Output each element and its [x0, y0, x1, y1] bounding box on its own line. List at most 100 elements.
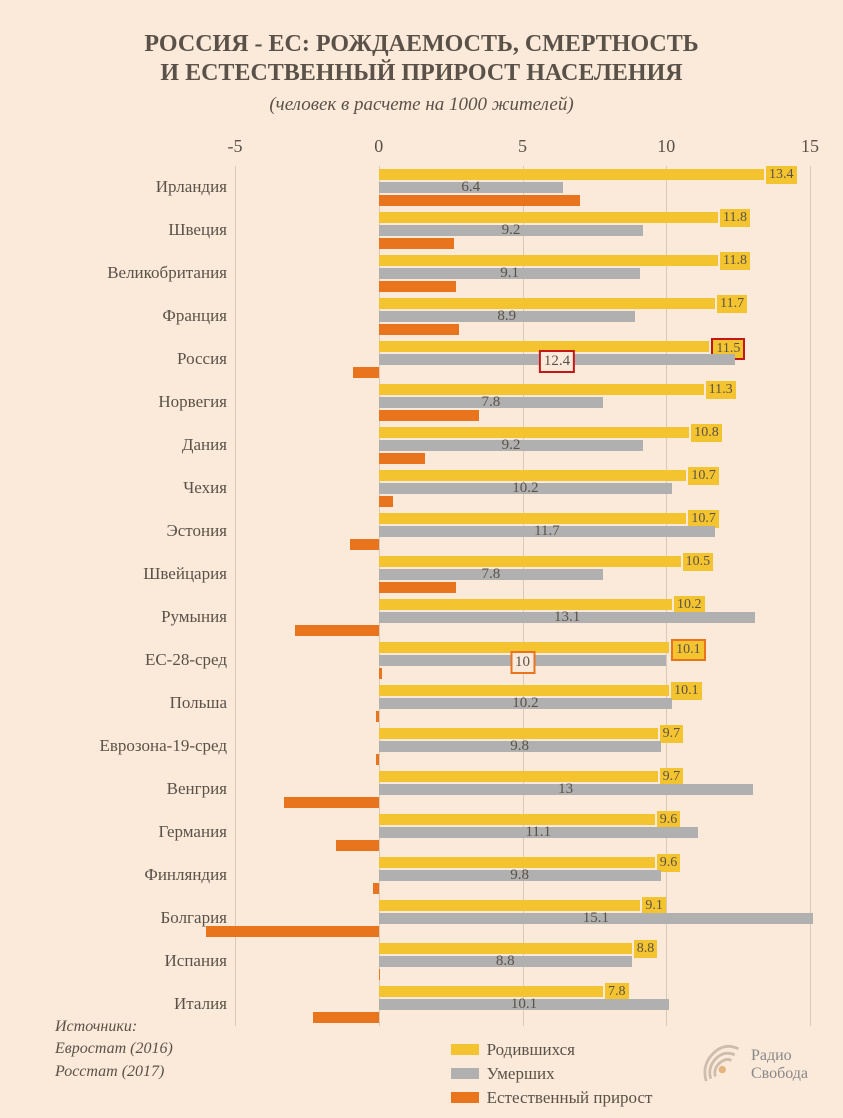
- legend-item: Естественный прирост: [451, 1088, 808, 1108]
- chart-row: Франция 11.7 8.9: [35, 295, 808, 338]
- chart-row: Швейцария 10.5 7.8: [35, 553, 808, 596]
- legend-swatch: [451, 1068, 479, 1079]
- bars-cell: 11.89.2: [235, 209, 808, 252]
- category-label: Испания: [35, 940, 235, 983]
- bars-cell: 7.810.1: [235, 983, 808, 1026]
- chart-row: Румыния10.213.1: [35, 596, 808, 639]
- bar-natural: [379, 453, 425, 464]
- category-label: Дания: [35, 424, 235, 467]
- bar-label-births: 11.3: [706, 381, 736, 399]
- bars-cell: 9.79.8: [235, 725, 808, 768]
- legend-label: Родившихся: [487, 1040, 575, 1060]
- legend-label: Естественный прирост: [487, 1088, 653, 1108]
- chart-row: Великобритания11.89.1: [35, 252, 808, 295]
- bar-label-deaths: 8.9: [494, 307, 519, 327]
- bar-label-deaths: 9.8: [507, 866, 532, 886]
- bars-cell: 9.115.1: [235, 897, 808, 940]
- bar-natural: [379, 410, 480, 421]
- title-line-1: РОССИЯ - ЕС: РОЖДАЕМОСТЬ, СМЕРТНОСТЬ: [35, 30, 808, 59]
- chart-row: Польша10.110.2: [35, 682, 808, 725]
- bar-natural: [379, 969, 380, 980]
- x-tick-label: -5: [228, 136, 243, 157]
- bar-natural: [373, 883, 379, 894]
- chart-row: Болгария9.115.1: [35, 897, 808, 940]
- chart-rows: Ирландия13.46.4Швеция11.89.2Великобритан…: [35, 166, 808, 1026]
- bar-natural: [379, 496, 393, 507]
- bars-cell: 11.512.4: [235, 338, 808, 381]
- legend-swatch: [451, 1044, 479, 1055]
- chart-row: Еврозона-19-сред9.79.8: [35, 725, 808, 768]
- attribution-line-2: Свобода: [751, 1065, 808, 1083]
- bar-births: [379, 298, 715, 309]
- category-label: Финляндия: [35, 854, 235, 897]
- category-label: Норвегия: [35, 381, 235, 424]
- bar-natural: [379, 195, 580, 206]
- bar-label-births: 10.5: [683, 553, 714, 571]
- x-axis: -5051015: [235, 136, 810, 166]
- sources-line-1: Евростат (2016): [55, 1038, 173, 1060]
- category-label: Ирландия: [35, 166, 235, 209]
- bar-births: [379, 384, 704, 395]
- bar-label-deaths: 10: [510, 651, 535, 675]
- chart-row: Дания10.89.2: [35, 424, 808, 467]
- bars-cell: 10.5 7.8: [235, 553, 808, 596]
- chart-row: Чехия10.710.2: [35, 467, 808, 510]
- category-label: Германия: [35, 811, 235, 854]
- chart-subtitle: (человек в расчете на 1000 жителей): [35, 94, 808, 116]
- category-label: Франция: [35, 295, 235, 338]
- bar-births: [379, 169, 764, 180]
- bar-natural: [379, 324, 460, 335]
- bar-births: [379, 599, 672, 610]
- bar-label-births: 10.8: [691, 424, 722, 442]
- bar-label-deaths: 11.7: [531, 522, 563, 542]
- bar-label-births: 10.1: [671, 682, 702, 700]
- chart-row: Россия11.512.4: [35, 338, 808, 381]
- bars-cell: 13.46.4: [235, 166, 808, 209]
- bars-cell: 10.711.7: [235, 510, 808, 553]
- category-label: Великобритания: [35, 252, 235, 295]
- bar-label-deaths: 9.2: [499, 221, 524, 241]
- bar-births: [379, 986, 603, 997]
- category-label: Эстония: [35, 510, 235, 553]
- bar-natural: [379, 668, 382, 679]
- bars-cell: 10.710.2: [235, 467, 808, 510]
- category-label: Россия: [35, 338, 235, 381]
- bar-label-deaths: 13: [555, 780, 576, 800]
- x-tick-label: 0: [374, 136, 383, 157]
- bar-label-deaths: 7.8: [479, 565, 504, 585]
- gridline: [810, 166, 811, 1026]
- bar-births: [379, 427, 690, 438]
- sources-heading: Источники:: [55, 1016, 173, 1038]
- legend-label: Умерших: [487, 1064, 555, 1084]
- bar-natural: [379, 281, 457, 292]
- bar-natural: [206, 926, 379, 937]
- chart-row: Финляндия9.69.8: [35, 854, 808, 897]
- bar-natural: [376, 754, 379, 765]
- bar-births: [379, 255, 718, 266]
- bars-cell: 10.213.1: [235, 596, 808, 639]
- category-label: Болгария: [35, 897, 235, 940]
- bars-cell: 9.611.1: [235, 811, 808, 854]
- bar-natural: [295, 625, 378, 636]
- bar-label-deaths: 8.8: [493, 952, 518, 972]
- bars-cell: 10.89.2: [235, 424, 808, 467]
- chart-row: Эстония10.711.7: [35, 510, 808, 553]
- chart-row: Швеция11.89.2: [35, 209, 808, 252]
- bar-natural: [376, 711, 379, 722]
- chart-row: Испания8.88.8: [35, 940, 808, 983]
- category-label: Швейцария: [35, 553, 235, 596]
- bar-label-births: 13.4: [766, 166, 797, 184]
- chart-title: РОССИЯ - ЕС: РОЖДАЕМОСТЬ, СМЕРТНОСТЬ И Е…: [35, 30, 808, 88]
- chart-row: Германия9.611.1: [35, 811, 808, 854]
- radio-svoboda-logo-icon: [697, 1042, 743, 1088]
- bar-natural: [284, 797, 379, 808]
- bar-label-births: 10.1: [671, 639, 706, 661]
- category-label: Венгрия: [35, 768, 235, 811]
- plot-area: -5051015 Ирландия13.46.4Швеция11.89.2Вел…: [35, 136, 808, 1026]
- chart-row: Норвегия11.37.8: [35, 381, 808, 424]
- bar-label-deaths: 13.1: [551, 608, 583, 628]
- x-tick-label: 5: [518, 136, 527, 157]
- bar-label-deaths: 12.4: [539, 350, 575, 374]
- bar-label-births: 11.7: [717, 295, 747, 313]
- bar-natural: [379, 582, 457, 593]
